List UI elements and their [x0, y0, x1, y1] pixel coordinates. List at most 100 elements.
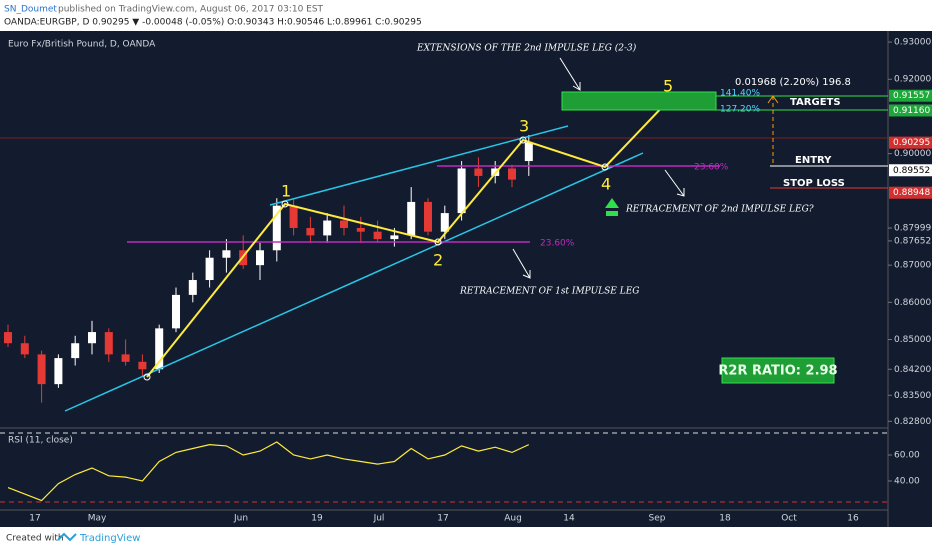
x-tick-label: Sep: [649, 514, 666, 524]
rsi-tick-label: 60.00: [894, 451, 920, 461]
x-tick-label: 17: [437, 514, 448, 524]
author[interactable]: SN_Doumet: [4, 5, 57, 15]
candle-body: [373, 231, 382, 240]
targets-label: TARGETS: [790, 97, 841, 108]
candle-body: [54, 358, 63, 385]
price-tag-label: 0.88948: [893, 188, 930, 198]
wave-node: [143, 373, 151, 381]
triangle-icon: [605, 198, 619, 208]
arrow: [559, 57, 581, 91]
y-tick-label: 0.93000: [894, 38, 931, 48]
x-tick-label: Oct: [781, 514, 797, 524]
wave-label: 4: [601, 175, 611, 194]
candle-body: [88, 332, 96, 344]
wave-node: [519, 136, 527, 144]
measure-arrow: [767, 95, 779, 104]
price-tag-label: 0.91557: [893, 91, 930, 101]
candle-body: [306, 227, 315, 236]
candle-body: [256, 250, 264, 266]
channel-upper: [269, 125, 569, 206]
x-tick-label: Aug: [504, 514, 522, 524]
y-tick-label: 0.82800: [894, 417, 931, 427]
candle-body: [440, 213, 449, 232]
candle-body: [104, 332, 113, 355]
rsi-title: RSI (11, close): [8, 436, 73, 446]
x-tick-label: 19: [311, 514, 323, 524]
rsi-line: [7, 441, 530, 502]
price-tag: [889, 164, 932, 177]
candle-body: [205, 257, 214, 281]
y-tick-label: 0.92000: [894, 75, 931, 85]
candle-body: [138, 361, 147, 370]
x-tick-label: May: [88, 514, 107, 524]
candle-body: [356, 227, 365, 232]
chart-title: Euro Fx/British Pound, D, OANDA: [8, 40, 156, 50]
candle-body: [340, 220, 348, 228]
x-tick-label: 18: [719, 514, 731, 524]
y-tick-label: 0.90000: [894, 149, 931, 159]
footer-brand[interactable]: TradingView: [79, 533, 140, 544]
wave-label: 2: [433, 251, 443, 270]
y-tick-label: 0.86000: [894, 298, 931, 308]
ext-label: 127.20%: [720, 105, 760, 115]
candle-body: [323, 220, 332, 236]
candle-body: [524, 142, 533, 162]
candle-body: [424, 201, 432, 232]
candle-body: [508, 168, 516, 180]
footer-created: Created with: [6, 534, 64, 544]
candle-body: [20, 343, 29, 355]
triangle-base: [606, 211, 618, 216]
price-tag: [889, 136, 932, 149]
x-tick-label: 14: [563, 514, 575, 524]
candle-body: [474, 168, 483, 176]
candle-body: [155, 328, 164, 370]
candle-body: [272, 205, 281, 251]
annotation: RETRACEMENT OF 1st IMPULSE LEG: [459, 287, 639, 297]
arrow: [512, 248, 531, 279]
arrow: [664, 169, 685, 197]
candle-body: [4, 332, 12, 344]
x-tick-label: Jun: [233, 514, 248, 524]
annotation: RETRACEMENT OF 2nd IMPULSE LEG?: [625, 205, 814, 215]
candle-body: [457, 168, 466, 214]
wave-node: [601, 163, 609, 171]
target-zone: [561, 91, 717, 111]
fib-label: 23.60%: [694, 163, 729, 173]
y-tick-label: 0.83500: [894, 391, 931, 401]
brand-logo: [57, 532, 77, 542]
r2r-label: R2R RATIO: 2.98: [718, 364, 837, 379]
wave-label: 3: [519, 117, 529, 136]
candle-body: [37, 354, 46, 385]
candle-body: [390, 235, 399, 240]
y-tick-label: 0.87999: [894, 224, 931, 234]
x-tick-label: 16: [847, 514, 859, 524]
entry-label: ENTRY: [795, 155, 832, 166]
price-tag: [889, 89, 932, 102]
candle-body: [121, 354, 130, 362]
candle-body: [222, 250, 231, 258]
y-tick-label: 0.84200: [894, 365, 931, 375]
wave-path: [146, 100, 669, 378]
price-tag: [889, 186, 932, 199]
r2r-box: [721, 357, 835, 384]
chart-bg: [0, 31, 932, 527]
y-tick-label: 0.87000: [894, 261, 931, 271]
ext-label: 141.40%: [720, 89, 760, 99]
fib-label: 23.60%: [540, 239, 575, 249]
wave-label: 5: [663, 77, 673, 96]
wave-node: [434, 238, 442, 246]
stop-label: STOP LOSS: [783, 178, 845, 189]
rsi-tick-label: 40.00: [894, 477, 920, 487]
published: published on TradingView.com, August 06,…: [58, 5, 324, 15]
candle-body: [188, 280, 197, 295]
measure-label: 0.01968 (2.20%) 196.8: [735, 77, 851, 88]
candle-body: [172, 294, 180, 329]
channel-lower: [64, 152, 644, 412]
price-tag-label: 0.91160: [893, 106, 930, 116]
x-tick-label: Jul: [373, 514, 385, 524]
wave-label: 1: [281, 182, 291, 201]
candle-body: [407, 201, 416, 236]
candle-body: [71, 343, 80, 359]
wave-node: [281, 200, 289, 208]
